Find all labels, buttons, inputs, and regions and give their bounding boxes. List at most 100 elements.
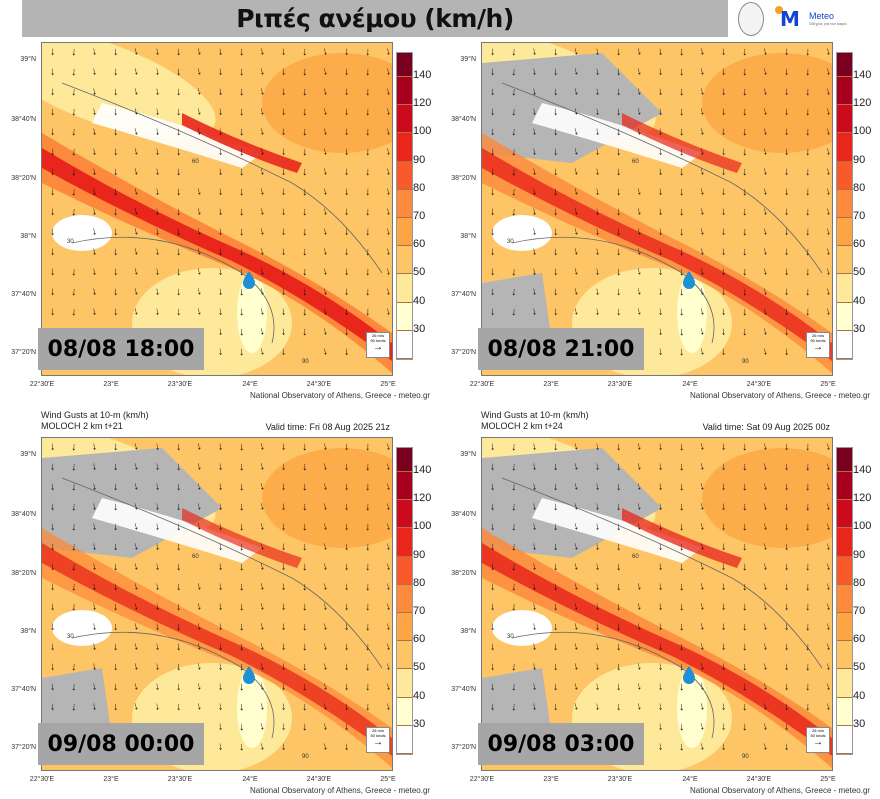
wind-arrow-icon: ↓ [761, 265, 769, 278]
wind-arrow-icon: ↓ [553, 561, 559, 573]
wind-arrow-icon: ↓ [594, 660, 601, 673]
wind-arrow-icon: ↓ [302, 661, 308, 673]
wind-arrow-icon: ↓ [720, 205, 727, 218]
wind-arrow-icon: ↓ [511, 186, 517, 198]
wind-arrow-icon: ↓ [824, 225, 832, 238]
colorbar-label: 80 [853, 576, 866, 589]
wind-arrow-icon: ↓ [239, 146, 245, 158]
wind-arrow-icon: ↓ [91, 660, 98, 673]
wind-arrow-icon: ↓ [71, 206, 77, 218]
wind-arrow-icon: ↓ [132, 265, 140, 278]
wind-arrow-icon: ↓ [594, 185, 601, 198]
colorbar-label: 60 [853, 633, 866, 646]
wind-arrow-icon: ↓ [365, 681, 371, 693]
wind-arrow-icon: ↓ [239, 186, 245, 198]
wind-arrow-icon: ↓ [302, 501, 308, 513]
contour-label: 30 [507, 239, 514, 245]
lon-label: 25°E [820, 776, 836, 783]
wind-arrow-icon: ↓ [824, 285, 832, 298]
colorbar-label: 100 [853, 125, 872, 138]
wind-arrow-icon: ↓ [572, 600, 580, 613]
colorbar [396, 447, 413, 755]
wind-arrow-icon: ↓ [553, 86, 559, 98]
wind-arrow-icon: ↓ [132, 680, 140, 693]
wind-arrow-icon: ↓ [657, 600, 664, 613]
wind-arrow-icon: ↓ [195, 660, 203, 673]
wind-arrow-icon: ↓ [531, 145, 538, 158]
colorbar-label: 70 [853, 210, 866, 222]
wind-arrow-icon: ↓ [321, 600, 329, 613]
wind-arrow-icon: ↓ [553, 306, 559, 318]
wind-arrow-icon: ↓ [113, 286, 119, 298]
wind-arrow-icon: ↓ [824, 265, 832, 278]
wind-arrow-icon: ↓ [657, 540, 664, 553]
wind-arrow-icon: ↓ [720, 680, 727, 693]
colorbar-swatch [837, 330, 852, 359]
wind-arrow-icon: ↓ [720, 145, 727, 158]
wind-arrow-icon: ↓ [154, 65, 161, 78]
wind-arrow-icon: ↓ [258, 600, 266, 613]
date-label: 09/08 00:00 [38, 723, 204, 765]
wind-arrow-icon: ↓ [280, 680, 287, 693]
wind-arrow-icon: ↓ [195, 85, 203, 98]
wind-arrow-icon: ↓ [720, 740, 727, 753]
lat-label: 38°N [460, 233, 476, 240]
wind-arrow-icon: ↓ [761, 460, 769, 473]
wind-arrow-icon: ↓ [50, 106, 56, 118]
wind-arrow-icon: ↓ [239, 306, 245, 318]
wind-arrow-icon: ↓ [258, 740, 266, 753]
wind-arrow-icon: ↓ [154, 265, 161, 278]
colorbar-swatch [837, 669, 852, 698]
wind-arrow-icon: ↓ [71, 306, 77, 318]
wind-arrow-icon: ↓ [132, 500, 140, 513]
wind-arrow-icon: ↓ [657, 580, 664, 593]
wind-arrow-icon: ↓ [742, 561, 748, 573]
wind-arrow-icon: ↓ [132, 440, 140, 453]
wind-arrow-icon: ↓ [176, 266, 182, 278]
wind-arrow-icon: ↓ [657, 345, 664, 358]
wind-arrow-icon: ↓ [343, 681, 350, 693]
wind-arrow-icon: ↓ [71, 501, 77, 513]
wind-arrow-icon: ↓ [217, 580, 224, 593]
wind-arrow-icon: ↓ [71, 661, 77, 673]
wind-arrow-icon: ↓ [531, 225, 538, 238]
wind-arrow-icon: ↓ [91, 520, 98, 533]
wind-arrow-icon: ↓ [239, 66, 245, 78]
lon-label: 22°30'E [469, 776, 495, 783]
colorbar-swatch [837, 472, 852, 501]
lat-label: 39°N [20, 451, 36, 458]
wind-scale-legend: 26 m/s 50 knots → [366, 332, 390, 358]
wind-arrow-icon: ↓ [280, 325, 287, 338]
wind-arrow-icon: ↓ [384, 225, 392, 238]
wind-arrow-icon: ↓ [761, 245, 769, 258]
wind-arrow-icon: ↓ [91, 125, 98, 138]
colorbar-label: 50 [413, 266, 426, 279]
wind-arrow-icon: ↓ [91, 305, 98, 318]
wind-arrow-icon: ↓ [258, 660, 266, 673]
wind-arrow-icon: ↓ [616, 106, 622, 118]
wind-arrow-icon: ↓ [217, 165, 224, 178]
wind-arrow-icon: ↓ [258, 285, 266, 298]
wind-arrow-icon: ↓ [783, 701, 790, 713]
wind-arrow-icon: ↓ [490, 501, 496, 513]
wind-arrow-icon: ↓ [50, 206, 56, 218]
wind-arrow-icon: ↓ [553, 681, 559, 693]
wind-arrow-icon: ↓ [698, 285, 706, 298]
wind-arrow-icon: ↓ [490, 146, 496, 158]
wind-arrow-icon: ↓ [616, 186, 622, 198]
wind-arrow-icon: ↓ [176, 441, 182, 453]
wind-arrow-icon: ↓ [616, 286, 622, 298]
wind-arrow-icon: ↓ [720, 480, 727, 493]
coastline [71, 236, 275, 344]
wind-arrow-icon: ↓ [113, 581, 119, 593]
wind-arrow-icon: ↓ [594, 580, 601, 593]
map-panel-2: ↓ ↓ ↓ ↓ ↓ ↓ ↓ ↓ ↓ ↓ ↓ ↓ ↓ ↓ ↓ ↓ ↓ ↓ ↓ ↓ ↓ ↓ ↓ ↓ ↓ ↓ ↓ ↓ ↓ ↓ ↓ ↓ ↓ ↓ ↓ ↓ ↓ ↓ ↓ ↓… [440, 0, 880, 400]
wind-arrow-icon: ↓ [343, 226, 350, 238]
wind-arrow-icon: ↓ [490, 306, 496, 318]
wind-arrow-icon: ↓ [594, 540, 601, 553]
wind-arrow-icon: ↓ [176, 126, 182, 138]
wind-arrow-icon: ↓ [490, 286, 496, 298]
wind-arrow-icon: ↓ [805, 601, 811, 613]
wind-arrow-icon: ↓ [490, 126, 496, 138]
gust-zone-mid [262, 448, 392, 548]
